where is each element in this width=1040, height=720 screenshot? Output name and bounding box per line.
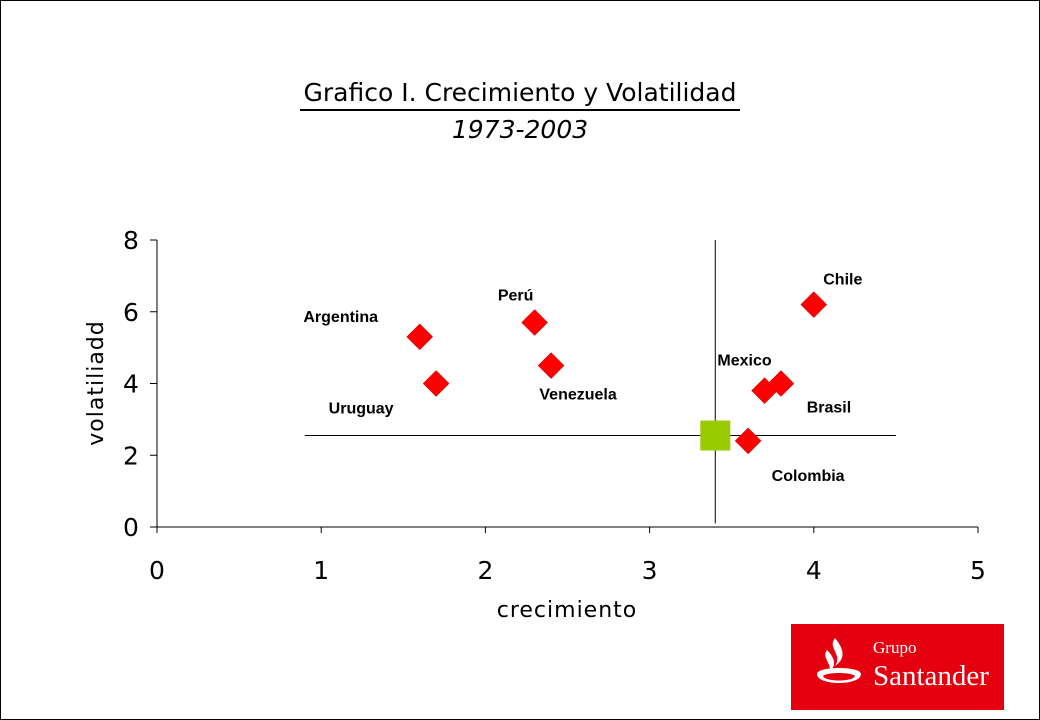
chart-title-block: Grafico I. Crecimiento y Volatilidad 197… <box>0 78 1040 144</box>
point-label: Colombia <box>772 468 845 485</box>
point-label: Mexico <box>717 353 771 370</box>
x-axis-label: crecimiento <box>497 598 638 623</box>
x-tick-label: 3 <box>642 556 658 585</box>
point-label: Argentina <box>303 309 378 326</box>
data-points <box>406 291 828 455</box>
x-tick-label: 5 <box>970 556 986 585</box>
santander-logo: Grupo Santander <box>791 624 1004 710</box>
chart-axes: 0 1 2 3 4 5 0 2 4 6 8 <box>123 226 986 585</box>
data-point-marker <box>521 309 549 336</box>
logo-text-santander: Santander <box>873 660 989 692</box>
y-tick-label: 8 <box>123 226 139 255</box>
point-labels: Argentina Uruguay Perú Venezuela Chile Mexico… <box>303 272 862 485</box>
x-tick-label: 1 <box>313 556 329 585</box>
point-label: Perú <box>498 288 534 305</box>
data-point-marker <box>734 427 762 455</box>
x-tick-label: 4 <box>806 556 822 585</box>
data-point-marker <box>800 291 828 318</box>
y-tick-label: 0 <box>123 513 139 542</box>
average-point-marker <box>700 420 731 451</box>
data-point-marker <box>422 370 450 397</box>
y-axis-label: volatiliadd <box>84 320 109 445</box>
data-point-marker <box>406 323 434 351</box>
logo-text-grupo: Grupo <box>873 638 917 657</box>
point-label: Uruguay <box>329 401 394 418</box>
y-tick-label: 4 <box>123 370 139 399</box>
reference-lines <box>304 240 896 524</box>
point-label: Chile <box>823 272 862 289</box>
x-tick-label: 2 <box>477 556 493 585</box>
point-label: Venezuela <box>539 387 616 404</box>
x-tick-label: 0 <box>149 556 165 585</box>
y-tick-label: 2 <box>123 441 139 470</box>
data-point-marker <box>537 352 565 379</box>
data-point-marker <box>767 370 795 397</box>
flame-icon <box>817 638 861 683</box>
chart-title: Grafico I. Crecimiento y Volatilidad <box>299 78 741 111</box>
y-tick-label: 6 <box>123 298 139 327</box>
chart-subtitle: 1973-2003 <box>451 115 589 144</box>
point-label: Brasil <box>807 400 851 417</box>
